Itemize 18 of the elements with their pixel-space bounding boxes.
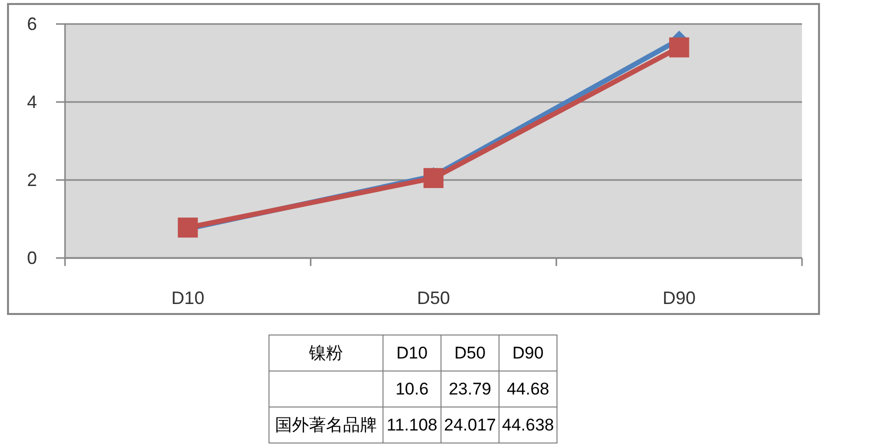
x-tick-label: D50: [416, 288, 450, 308]
cell: 23.79: [448, 380, 492, 398]
x-tick-label: D10: [171, 288, 204, 308]
table-label: D50: [454, 344, 486, 362]
cell: 11.108: [386, 416, 438, 434]
table-label: 国外著名品牌: [275, 416, 377, 434]
y-tick-label: 6: [27, 14, 37, 34]
table-label: D10: [396, 344, 428, 362]
cell: 24.017: [444, 416, 496, 434]
y-tick-label: 4: [27, 92, 37, 112]
cell: 10.6: [395, 380, 429, 398]
table-label: D90: [512, 344, 544, 362]
cell: 44.68: [506, 380, 550, 398]
table-label: 镍粉: [309, 344, 343, 362]
y-tick-label: 2: [27, 170, 37, 190]
y-tick-label: 0: [27, 248, 37, 268]
cell: 44.638: [502, 416, 554, 434]
x-tick-label: D90: [662, 288, 696, 308]
